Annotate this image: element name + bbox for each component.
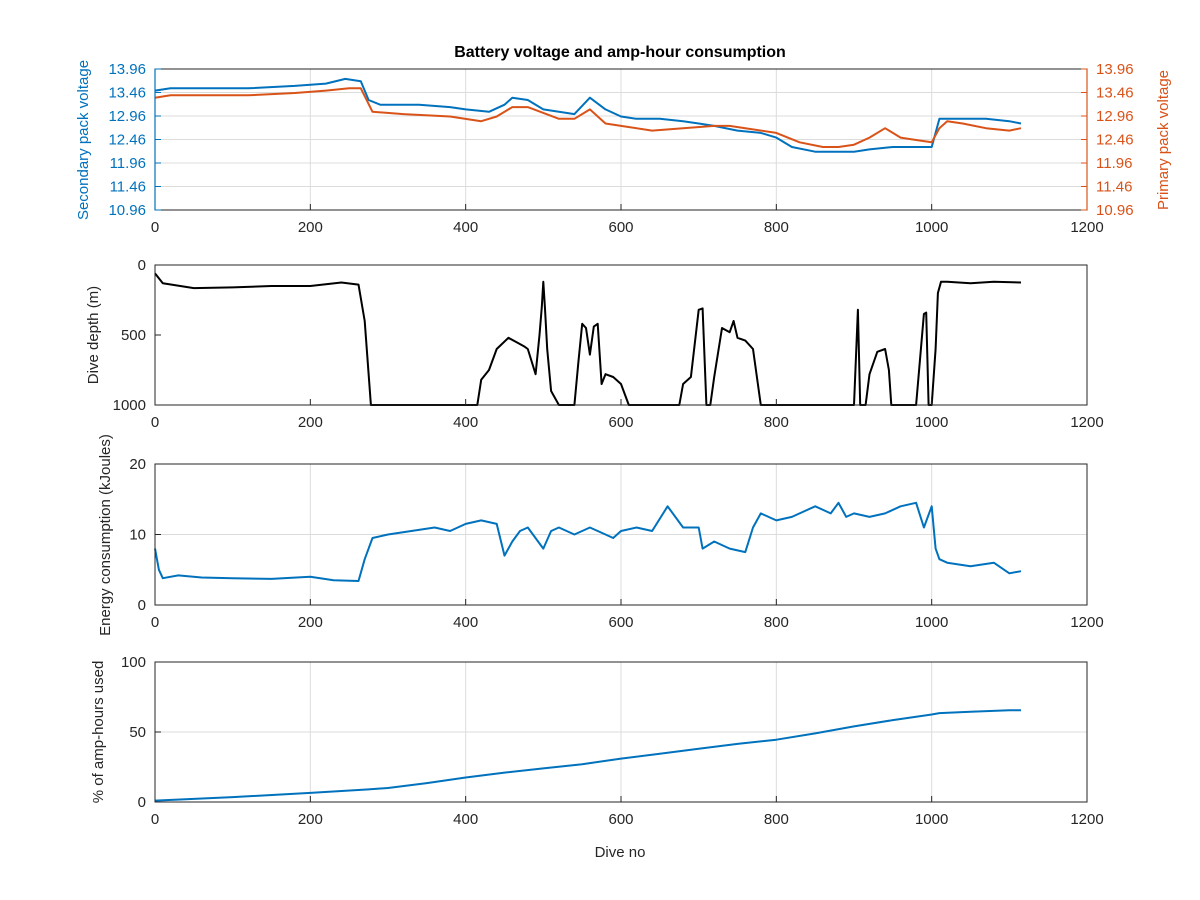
dive-depth-panel: Dive depth (m) 0 200 400 600 800 1000 1200 0 500… [85, 257, 1104, 431]
y-tick-label: 12.46 [108, 132, 146, 149]
x-tick-label: 0 [151, 414, 159, 431]
y2-tick-label: 11.96 [1096, 155, 1132, 172]
x-tick-label: 0 [151, 219, 159, 236]
y2-tick-label: 11.46 [1096, 179, 1132, 196]
x-tick-label: 200 [298, 614, 323, 631]
y-tick-label: 100 [121, 654, 146, 671]
x-tick-label: 200 [298, 219, 323, 236]
energy-axis-label: Energy consumption (kJoules) [97, 434, 114, 636]
y-tick-label: 0 [138, 794, 146, 811]
x-tick-label: 1200 [1070, 614, 1103, 631]
chart-title: Battery voltage and amp-hour consumption [454, 44, 786, 61]
x-tick-label: 400 [453, 811, 478, 828]
amp-hours-panel: % of amp-hours used Dive no 0 200 400 600 80… [90, 654, 1104, 861]
x-tick-label: 1000 [915, 414, 948, 431]
y-tick-label: 0 [138, 597, 146, 614]
series-line-0 [154, 709, 1021, 802]
y-tick-label: 20 [129, 456, 146, 473]
y-tick-label: 10 [129, 527, 146, 544]
x-tick-label: 1200 [1070, 219, 1103, 236]
x-tick-label: 1200 [1070, 414, 1103, 431]
y2-tick-label: 10.96 [1096, 202, 1134, 219]
x-tick-label: 1000 [915, 614, 948, 631]
x-tick-label: 400 [453, 219, 478, 236]
x-tick-label: 800 [764, 219, 789, 236]
y-tick-label: 13.46 [108, 85, 146, 102]
y-tick-label: 500 [121, 327, 146, 344]
x-tick-label: 800 [764, 414, 789, 431]
x-tick-label: 800 [764, 811, 789, 828]
x-tick-label: 1000 [915, 219, 948, 236]
secondary-voltage-axis-label: Secondary pack voltage [75, 60, 92, 220]
x-tick-label: 400 [453, 614, 478, 631]
x-tick-label: 600 [608, 414, 633, 431]
y2-tick-label: 13.46 [1096, 85, 1134, 102]
x-axis-label: Dive no [595, 844, 646, 861]
y-tick-label: 10.96 [108, 202, 146, 219]
series-line-0 [154, 501, 1022, 582]
x-tick-label: 600 [608, 811, 633, 828]
x-tick-label: 400 [453, 414, 478, 431]
y-tick-label: 50 [129, 724, 146, 741]
y2-tick-label: 13.96 [1096, 61, 1134, 78]
x-tick-label: 200 [298, 414, 323, 431]
series-line-0 [154, 77, 1022, 153]
x-tick-label: 1000 [915, 811, 948, 828]
x-tick-label: 0 [151, 811, 159, 828]
x-tick-label: 600 [608, 219, 633, 236]
primary-voltage-axis-label: Primary pack voltage [1155, 70, 1172, 210]
x-tick-label: 200 [298, 811, 323, 828]
x-tick-label: 800 [764, 614, 789, 631]
x-tick-label: 0 [151, 614, 159, 631]
y-tick-label: 13.96 [108, 61, 146, 78]
series-line-1 [154, 87, 1022, 148]
voltage-panel: Secondary pack voltage Primary pack volt… [75, 60, 1172, 236]
y-tick-label: 0 [138, 257, 146, 274]
x-tick-label: 600 [608, 614, 633, 631]
amp-hours-axis-label: % of amp-hours used [90, 661, 107, 804]
y-tick-label: 1000 [113, 397, 146, 414]
energy-panel: Energy consumption (kJoules) 0 200 400 600 8… [97, 434, 1104, 636]
dive-depth-axis-label: Dive depth (m) [85, 286, 102, 384]
y-tick-label: 11.46 [110, 179, 146, 196]
y2-tick-label: 12.96 [1096, 108, 1134, 125]
x-tick-label: 1200 [1070, 811, 1103, 828]
y-tick-label: 12.96 [108, 108, 146, 125]
y2-tick-label: 12.46 [1096, 132, 1134, 149]
y-tick-label: 11.96 [110, 155, 146, 172]
